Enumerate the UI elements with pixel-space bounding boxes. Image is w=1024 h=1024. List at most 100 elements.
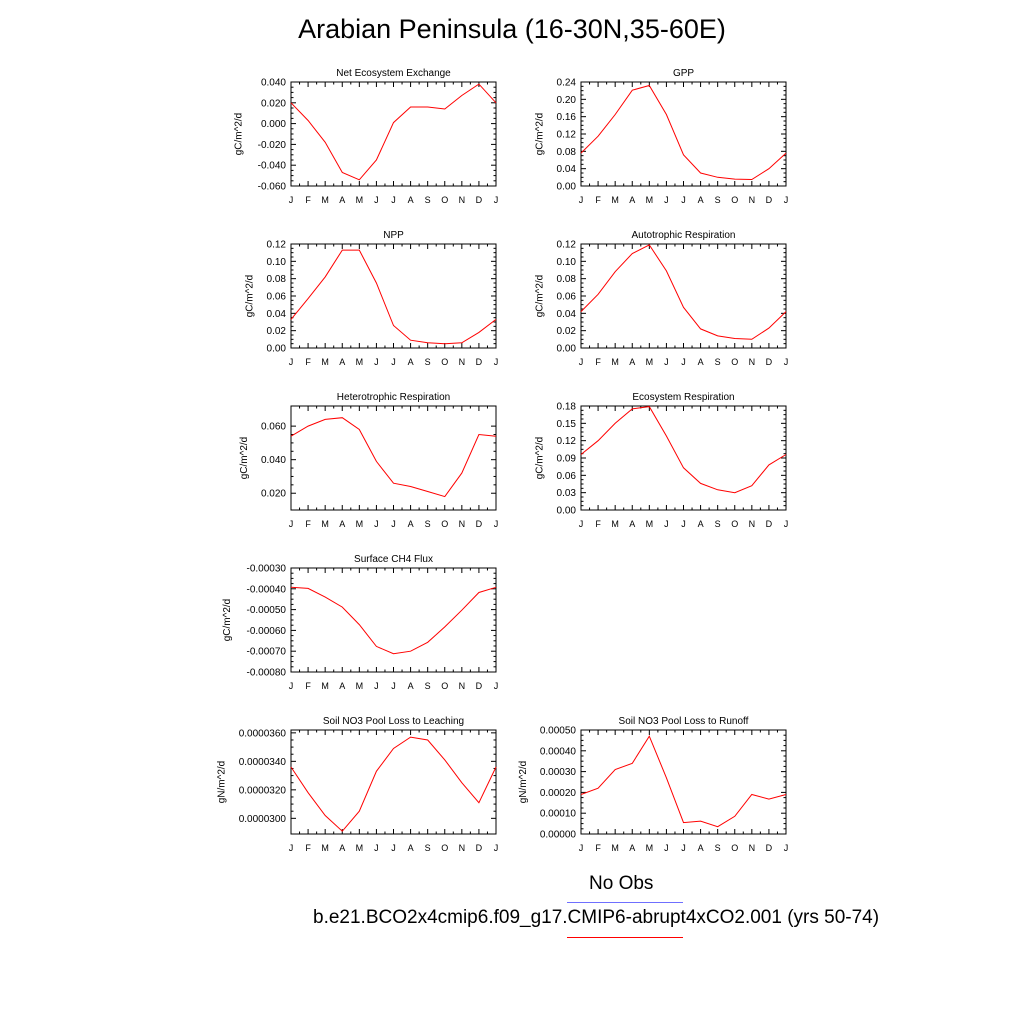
panel-surface-ch4-flux-frame — [290, 567, 497, 673]
panel-soil-no3-pool-loss-to-leaching-xtick-label: F — [305, 843, 311, 853]
panel-net-ecosystem-exchange-xtick-label: D — [476, 195, 483, 205]
panel-net-ecosystem-exchange-ytick-label: -0.060 — [258, 182, 287, 193]
panel-soil-no3-pool-loss-to-runoff-frame — [580, 729, 787, 835]
panel-npp-ytick-label: 0.04 — [267, 309, 287, 320]
panel-gpp-ytick-label: 0.20 — [557, 95, 577, 106]
panel-autotrophic-respiration-xtick-label: J — [579, 357, 584, 367]
panel-ecosystem-respiration-xtick-label: M — [611, 519, 619, 529]
panel-npp-ytick-label: 0.02 — [267, 326, 287, 337]
panel-heterotrophic-respiration-xtick-label: A — [408, 519, 414, 529]
panel-gpp-xtick-label: J — [784, 195, 789, 205]
panel-ecosystem-respiration-ytick-label: 0.15 — [557, 419, 577, 430]
panel-soil-no3-pool-loss-to-leaching-ylabel: gN/m^2/d — [217, 761, 228, 804]
panel-npp-series-line — [290, 249, 497, 345]
panel-surface-ch4-flux-xtick-label: O — [441, 681, 448, 691]
panel-soil-no3-pool-loss-to-leaching-xtick-label: O — [441, 843, 448, 853]
panel-soil-no3-pool-loss-to-leaching-ytick-label: 0.0000300 — [239, 814, 287, 825]
panel-surface-ch4-flux-xtick-label: N — [459, 681, 466, 691]
panel-gpp-xtick-label: J — [579, 195, 584, 205]
panel-soil-no3-pool-loss-to-leaching-xtick-label: J — [391, 843, 396, 853]
panel-ecosystem-respiration-title: Ecosystem Respiration — [632, 392, 734, 403]
panel-soil-no3-pool-loss-to-runoff-xtick-label: S — [715, 843, 721, 853]
panel-autotrophic-respiration-series-line — [580, 244, 787, 340]
panel-heterotrophic-respiration-series-line — [290, 417, 497, 498]
panel-soil-no3-pool-loss-to-leaching-ytick-label: 0.0000360 — [239, 728, 287, 739]
panel-soil-no3-pool-loss-to-runoff-xtick-label: F — [595, 843, 601, 853]
panel-net-ecosystem-exchange-ytick-label: -0.040 — [258, 161, 287, 172]
panel-soil-no3-pool-loss-to-leaching-xtick-label: S — [425, 843, 431, 853]
panel-surface-ch4-flux-xtick-label: D — [476, 681, 483, 691]
legend-line-model — [567, 937, 683, 938]
panel-autotrophic-respiration-xtick-label: J — [681, 357, 686, 367]
panel-surface-ch4-flux-xtick-label: J — [374, 681, 379, 691]
panel-surface-ch4-flux-xtick-label: S — [425, 681, 431, 691]
panel-heterotrophic-respiration-ytick-label: 0.020 — [261, 489, 286, 500]
panel-heterotrophic-respiration-xtick-label: F — [305, 519, 311, 529]
panel-npp-ytick-label: 0.00 — [267, 344, 287, 355]
panel-ecosystem-respiration-ytick-label: 0.03 — [557, 488, 577, 499]
panel-soil-no3-pool-loss-to-leaching-frame — [290, 729, 497, 835]
panel-npp-xtick-label: O — [441, 357, 448, 367]
panel-net-ecosystem-exchange-xtick-label: A — [408, 195, 414, 205]
panel-net-ecosystem-exchange-title: Net Ecosystem Exchange — [336, 68, 451, 79]
panel-npp-xtick-label: J — [289, 357, 294, 367]
legend-line-obs — [567, 902, 683, 903]
panel-soil-no3-pool-loss-to-runoff-xtick-label: D — [766, 843, 773, 853]
panel-ecosystem-respiration-xtick-label: O — [731, 519, 738, 529]
panel-autotrophic-respiration-xtick-label: F — [595, 357, 601, 367]
panel-heterotrophic-respiration-ylabel: gC/m^2/d — [239, 437, 250, 480]
panel-surface-ch4-flux-ytick-label: -0.00070 — [247, 647, 287, 658]
panel-gpp-xtick-label: A — [629, 195, 635, 205]
panel-ecosystem-respiration-xtick-label: D — [766, 519, 773, 529]
page-title: Arabian Peninsula (16-30N,35-60E) — [298, 14, 726, 44]
panel-gpp-ytick-label: 0.00 — [557, 182, 577, 193]
panel-heterotrophic-respiration-xtick-label: O — [441, 519, 448, 529]
panel-surface-ch4-flux-xtick-label: J — [391, 681, 396, 691]
panel-soil-no3-pool-loss-to-runoff-ytick-label: 0.00000 — [540, 830, 577, 841]
panel-heterotrophic-respiration-xtick-label: D — [476, 519, 483, 529]
panel-ecosystem-respiration-xtick-label: J — [579, 519, 584, 529]
panel-npp-xtick-label: M — [356, 357, 364, 367]
panel-soil-no3-pool-loss-to-runoff-ytick-label: 0.00010 — [540, 809, 577, 820]
panel-npp-ylabel: gC/m^2/d — [245, 275, 256, 318]
panel-soil-no3-pool-loss-to-runoff-ytick-label: 0.00020 — [540, 788, 577, 799]
panel-npp-xtick-label: N — [459, 357, 466, 367]
panel-ecosystem-respiration-ytick-label: 0.18 — [557, 402, 577, 413]
panel-ecosystem-respiration-ytick-label: 0.09 — [557, 454, 577, 465]
panel-npp-ytick-label: 0.06 — [267, 292, 287, 303]
legend-label-model: b.e21.BCO2x4cmip6.f09_g17.CMIP6-abrupt4x… — [313, 907, 880, 928]
panel-ecosystem-respiration-xtick-label: A — [629, 519, 635, 529]
panel-ecosystem-respiration-xtick-label: S — [715, 519, 721, 529]
panel-ecosystem-respiration-frame — [580, 405, 787, 511]
panel-ecosystem-respiration-ytick-label: 0.12 — [557, 436, 577, 447]
panel-surface-ch4-flux-xtick-label: A — [408, 681, 414, 691]
panel-soil-no3-pool-loss-to-leaching-xtick-label: J — [494, 843, 499, 853]
panel-net-ecosystem-exchange-ylabel: gC/m^2/d — [233, 113, 244, 156]
panel-gpp-xtick-label: J — [681, 195, 686, 205]
panel-net-ecosystem-exchange-xtick-label: A — [339, 195, 345, 205]
panel-soil-no3-pool-loss-to-runoff-ytick-label: 0.00050 — [540, 726, 577, 737]
panel-autotrophic-respiration-xtick-label: J — [784, 357, 789, 367]
panel-heterotrophic-respiration-xtick-label: J — [494, 519, 499, 529]
panel-net-ecosystem-exchange-xtick-label: O — [441, 195, 448, 205]
panel-autotrophic-respiration-ytick-label: 0.02 — [557, 326, 577, 337]
panel-surface-ch4-flux-xtick-label: M — [321, 681, 329, 691]
panel-net-ecosystem-exchange-xtick-label: M — [321, 195, 329, 205]
panel-gpp-xtick-label: N — [749, 195, 756, 205]
panel-soil-no3-pool-loss-to-runoff-ylabel: gN/m^2/d — [518, 761, 529, 804]
panel-gpp-ytick-label: 0.04 — [557, 164, 577, 175]
panel-net-ecosystem-exchange-xtick-label: J — [374, 195, 379, 205]
panel-autotrophic-respiration-xtick-label: J — [664, 357, 669, 367]
panel-autotrophic-respiration-ytick-label: 0.06 — [557, 292, 577, 303]
panel-net-ecosystem-exchange-ytick-label: 0.000 — [261, 119, 286, 130]
panel-soil-no3-pool-loss-to-runoff-xtick-label: N — [749, 843, 756, 853]
panel-soil-no3-pool-loss-to-leaching-xtick-label: J — [374, 843, 379, 853]
panel-soil-no3-pool-loss-to-leaching-xtick-label: A — [408, 843, 414, 853]
panel-soil-no3-pool-loss-to-runoff-xtick-label: M — [611, 843, 619, 853]
panel-npp-xtick-label: M — [321, 357, 329, 367]
panel-gpp-xtick-label: O — [731, 195, 738, 205]
panel-heterotrophic-respiration-xtick-label: J — [289, 519, 294, 529]
panel-surface-ch4-flux-ytick-label: -0.00080 — [247, 668, 287, 679]
panel-soil-no3-pool-loss-to-leaching-xtick-label: M — [321, 843, 329, 853]
panel-npp-xtick-label: A — [408, 357, 414, 367]
